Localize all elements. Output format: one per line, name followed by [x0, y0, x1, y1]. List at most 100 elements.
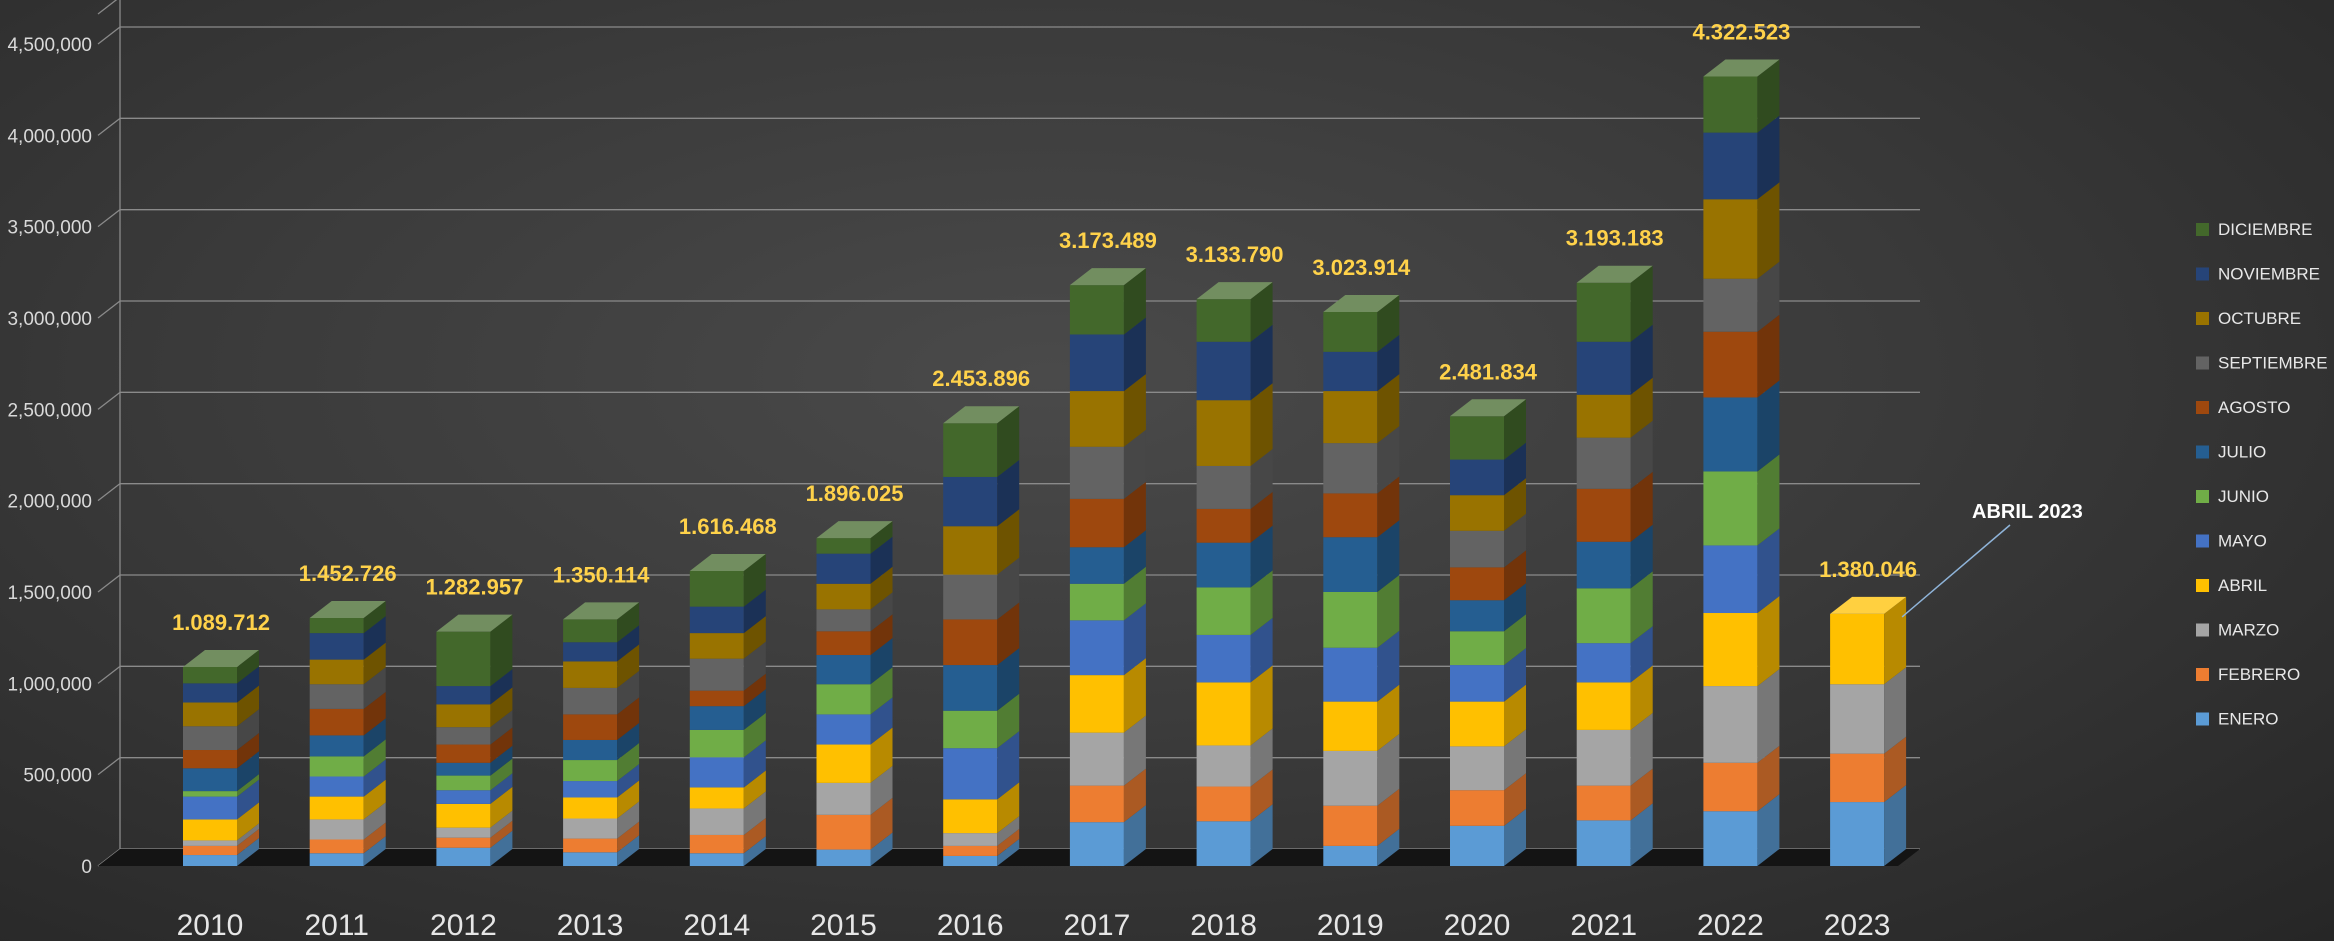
gridline-diagonal	[97, 665, 121, 684]
bar-segment	[1703, 794, 1780, 866]
bar-segment	[309, 759, 386, 797]
bar-segment-side	[363, 822, 386, 854]
bar-top-face	[816, 521, 893, 539]
legend-swatch	[2196, 223, 2209, 236]
bar-segment-side	[490, 773, 513, 804]
bar-segment-front	[1196, 400, 1251, 466]
bar-segment-front	[1450, 459, 1504, 496]
legend-label: FEBRERO	[2218, 665, 2300, 684]
bar-segment	[1323, 828, 1400, 866]
bar-segment	[563, 670, 640, 715]
bar-segment-front	[1196, 821, 1251, 866]
bar-segment-side	[1250, 617, 1273, 683]
bar-segment-front	[1069, 334, 1124, 392]
bar-segment	[436, 830, 513, 866]
bar-segment-front	[943, 799, 998, 834]
bar-top-face	[1576, 265, 1653, 283]
bar-segment-front	[1450, 495, 1504, 531]
bar-segment-front	[309, 684, 364, 709]
bar-top-face	[689, 553, 766, 571]
bar-segment-side	[490, 820, 513, 848]
bar-segment-front	[943, 476, 998, 527]
bar-segment-side	[237, 828, 259, 856]
bar-segment	[1703, 454, 1780, 546]
bar-segment-side	[1630, 524, 1653, 589]
x-tick-label: 2022	[1697, 909, 1764, 941]
bar-segment-front	[816, 655, 871, 685]
bar-segment-front	[309, 819, 364, 840]
bar-segment	[563, 835, 640, 866]
bar-segment-side	[1377, 520, 1400, 592]
bar-segment-front	[563, 781, 618, 798]
bar-segment-front	[309, 617, 364, 634]
legend: DICIEMBRE NOVIEMBRE OCTUBRE SEPTIEMBRE AGOST…	[2196, 220, 2328, 729]
bar-segment	[816, 697, 893, 745]
bar-segment-front	[1196, 587, 1251, 635]
bar-segment-front	[436, 775, 491, 791]
bar-segment	[1703, 380, 1780, 472]
bar-segment-side	[870, 697, 893, 745]
bar-segment	[1196, 804, 1273, 866]
bar-segment-front	[1323, 647, 1378, 702]
bar-segment-side	[237, 779, 259, 820]
bar-segment-side	[870, 727, 893, 783]
total-label: 1.282.957	[425, 575, 523, 600]
bar-segment	[816, 638, 893, 685]
bar-segment	[1703, 669, 1780, 763]
bar-segment	[1703, 59, 1780, 133]
bar-segment-front	[1576, 488, 1631, 542]
bar-segment-side	[1250, 804, 1273, 866]
bar-segment	[183, 709, 259, 751]
bar-segment-front	[1323, 592, 1378, 648]
bar-segment-side	[617, 670, 640, 715]
bar-segment-front	[183, 819, 237, 841]
bar-segment-front	[1069, 391, 1124, 447]
legend-item: MARZO	[2196, 621, 2279, 640]
bar-segment-front	[1703, 397, 1758, 472]
bar-segment-front	[436, 803, 491, 828]
legend-item: ENERO	[2196, 710, 2278, 729]
bar-segment-front	[1069, 732, 1124, 786]
bar-segment-front	[1196, 341, 1251, 401]
bar-segment-front	[1450, 701, 1504, 747]
bar-segment	[183, 823, 259, 846]
x-tick-label: 2020	[1444, 909, 1511, 941]
callout: ABRIL 2023	[1901, 501, 2083, 618]
bar-segment-side	[997, 648, 1020, 711]
bar-segment-side	[490, 614, 513, 687]
bar-stack-2011	[309, 600, 386, 866]
bar-segment-front	[563, 852, 618, 866]
y-tick-label: 3,000,000	[7, 309, 92, 330]
bar-segment-front	[436, 744, 491, 763]
bar-segment-side	[237, 709, 259, 751]
bar-segment-front	[1576, 643, 1631, 683]
bar-segment-front	[943, 845, 998, 856]
bar-segment	[309, 739, 386, 777]
bar-segment-front	[436, 762, 491, 776]
bar-segment-side	[617, 801, 640, 839]
bar-segment	[1069, 603, 1146, 676]
x-tick-label: 2010	[177, 909, 244, 941]
total-label: 1.896.025	[806, 481, 904, 506]
bar-segment	[816, 765, 893, 815]
bar-segment	[1576, 803, 1653, 866]
bar-segment	[436, 810, 513, 838]
legend-label: SEPTIEMBRE	[2218, 354, 2328, 373]
bar-segment-side	[1123, 481, 1146, 548]
bar-segment-front	[943, 526, 998, 575]
bar-segment-side	[1123, 768, 1146, 823]
y-tick-label: 1,500,000	[7, 583, 92, 604]
bar-segment	[1576, 768, 1653, 821]
bar-segment	[1323, 374, 1400, 444]
bar-segment-side	[1377, 374, 1400, 444]
bar-stack-2022	[1703, 59, 1780, 866]
bar-segment-front	[183, 768, 237, 792]
bar-segment-front	[436, 727, 491, 745]
y-tick-label: 3,500,000	[7, 218, 92, 239]
x-tick-label: 2019	[1317, 909, 1384, 941]
bar-segment	[1196, 525, 1273, 588]
bar-segment	[816, 832, 893, 866]
bar-segment	[1323, 733, 1400, 806]
bar-segment	[436, 786, 513, 828]
